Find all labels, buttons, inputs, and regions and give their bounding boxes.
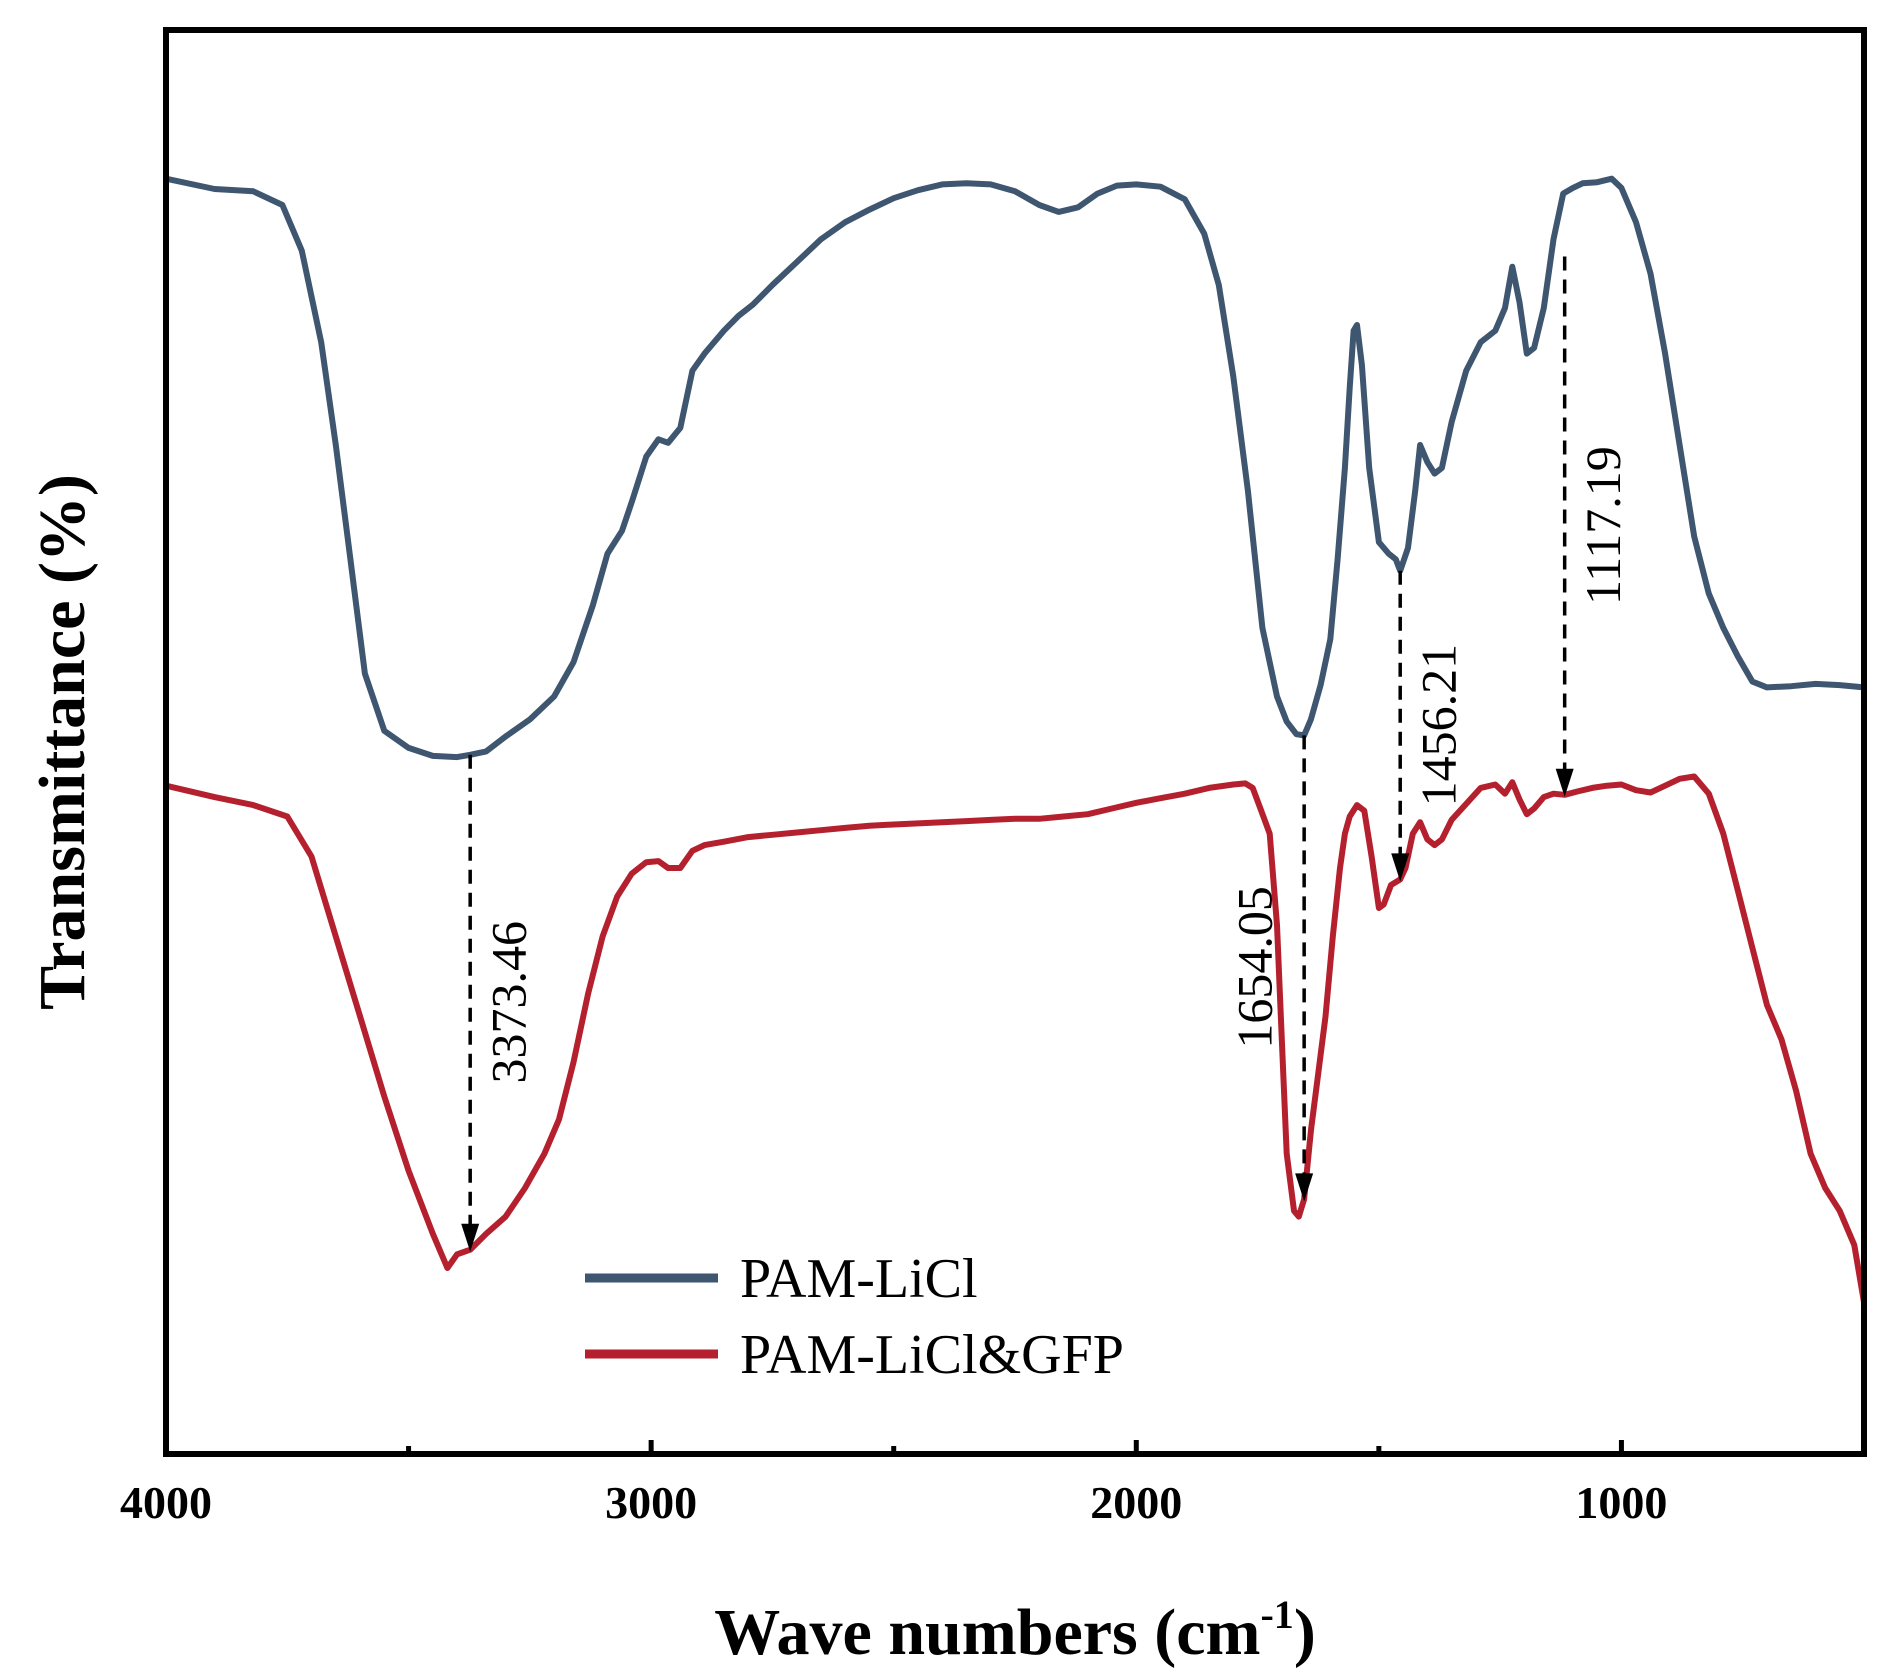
x-tick-label: 4000 bbox=[120, 1477, 212, 1528]
x-axis-title-close: ) bbox=[1294, 1596, 1316, 1669]
x-tick-label: 1000 bbox=[1575, 1477, 1667, 1528]
x-tick-label: 3000 bbox=[605, 1477, 697, 1528]
peak-arrow-head bbox=[1295, 1173, 1314, 1202]
tick-layer: 4000 3000 2000 1000 bbox=[120, 1440, 1667, 1528]
peak-label: 1117.19 bbox=[1575, 446, 1631, 605]
peak-label: 1654.05 bbox=[1227, 886, 1283, 1049]
peak-arrow-head bbox=[1555, 768, 1574, 797]
peak-arrow-head bbox=[461, 1223, 480, 1252]
series-layer bbox=[163, 175, 1867, 1306]
peak-label: 1456.21 bbox=[1411, 644, 1467, 807]
legend: PAM-LiCl PAM-LiCl&GFP bbox=[585, 1248, 1124, 1386]
x-axis-title: Wave numbers (cm-1) bbox=[714, 1592, 1316, 1669]
series-line-pam-licl bbox=[163, 175, 1867, 761]
x-tick-label: 2000 bbox=[1090, 1477, 1182, 1528]
peak-label: 3373.46 bbox=[481, 921, 537, 1083]
series-line-pam-licl-gfp bbox=[163, 773, 1867, 1306]
legend-label-pam-licl: PAM-LiCl bbox=[740, 1248, 978, 1310]
peak-arrow-head bbox=[1391, 853, 1410, 882]
x-axis-title-superscript: -1 bbox=[1260, 1592, 1293, 1637]
y-axis-title: Transmittance (%) bbox=[26, 474, 99, 1010]
plot-frame bbox=[163, 27, 1867, 1457]
legend-label-pam-licl-gfp: PAM-LiCl&GFP bbox=[740, 1324, 1124, 1386]
annotation-layer: 3373.46 1654.05 1456.21 1117.19 bbox=[461, 256, 1631, 1252]
